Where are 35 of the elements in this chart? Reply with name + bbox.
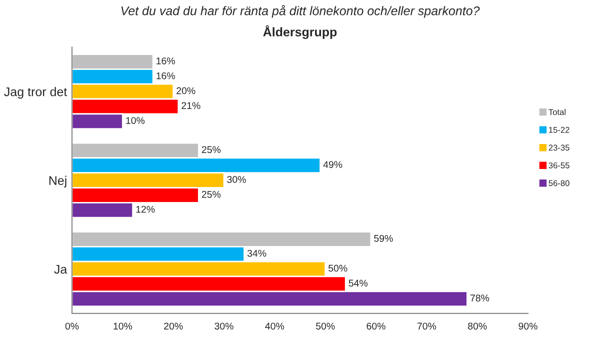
x-tick-label: 60%: [366, 322, 386, 330]
data-label: 12%: [136, 206, 155, 213]
data-label: 21%: [182, 102, 200, 110]
x-tick-label: 90%: [518, 322, 538, 330]
x-tick-label: 80%: [468, 322, 487, 330]
legend-label: 23-35: [548, 144, 570, 151]
x-tick-label: 10%: [114, 322, 132, 330]
x-tick-label: 70%: [417, 322, 436, 330]
x-tick-label: 0%: [65, 322, 79, 330]
chart-title: Vet du vad du har för ränta på ditt lönekonto och/eller sparkonto?: [121, 5, 480, 18]
y-tick-label: Nej: [49, 176, 66, 188]
x-tick-label: 30%: [214, 322, 234, 330]
legend-label: 15-22: [549, 126, 570, 133]
data-label: 20%: [176, 87, 196, 94]
y-tick-label: Ja: [54, 264, 68, 274]
data-label: 16%: [156, 72, 175, 80]
legend-label: Total: [548, 108, 566, 116]
data-label: 59%: [374, 234, 393, 242]
data-label: 50%: [328, 264, 348, 272]
data-label: 25%: [202, 190, 221, 198]
data-label: 10%: [126, 117, 145, 124]
legend-label: 56-80: [548, 180, 570, 186]
data-label: 25%: [202, 146, 221, 154]
legend-label: 36-55: [548, 162, 570, 168]
chart-subtitle: Åldersgrupp: [263, 25, 337, 39]
data-label: 78%: [470, 294, 490, 302]
x-tick-label: 20%: [164, 322, 183, 330]
data-label: 34%: [247, 250, 266, 257]
data-label: 30%: [227, 176, 246, 183]
data-label: 54%: [348, 280, 368, 287]
data-label: 49%: [323, 161, 342, 168]
x-tick-label: 40%: [265, 322, 284, 330]
y-tick-label: Jag tror det: [4, 87, 68, 99]
data-label: 16%: [156, 57, 175, 64]
x-tick-label: 50%: [316, 322, 335, 330]
